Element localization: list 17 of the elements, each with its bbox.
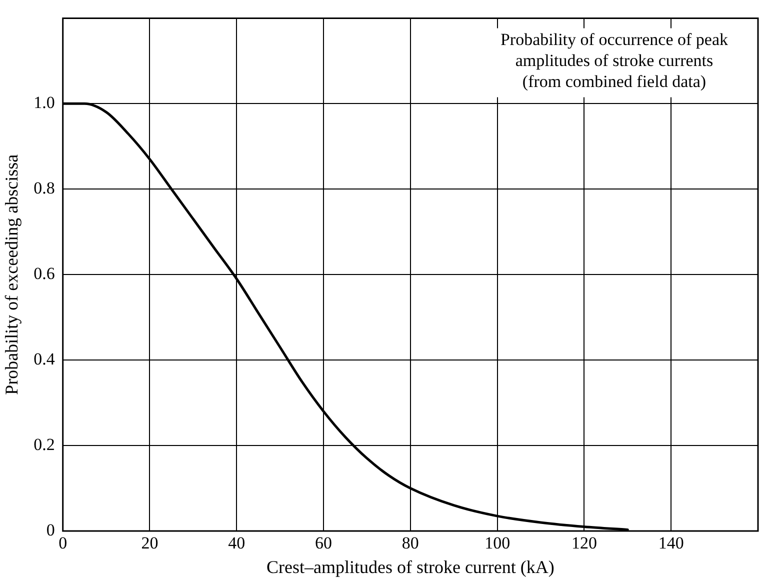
x-tick-label: 80	[402, 534, 419, 553]
y-tick-label: 0.2	[34, 435, 55, 454]
y-tick-label: 0	[46, 520, 55, 540]
x-tick-label: 100	[484, 534, 510, 553]
x-tick-label: 0	[58, 534, 68, 553]
x-tick-label: 120	[571, 534, 597, 553]
x-tick-label: 20	[141, 534, 158, 553]
x-tick-label: 60	[315, 534, 332, 553]
y-tick-label: 1.0	[34, 93, 55, 112]
y-tick-label: 0.6	[34, 264, 55, 284]
y-tick-label: 0.4	[34, 350, 56, 369]
x-axis-title: Crest–amplitudes of stroke current (kA)	[266, 556, 554, 577]
x-tick-label: 40	[228, 534, 246, 553]
y-axis-title: Probability of exceeding abscissa	[2, 154, 22, 395]
annotation: Probability of occurrence of peak amplitudes of stroke currents (from combined field data)	[500, 30, 728, 92]
y-tick-label: 0.8	[34, 178, 55, 198]
x-tick-label: 140	[658, 534, 684, 553]
